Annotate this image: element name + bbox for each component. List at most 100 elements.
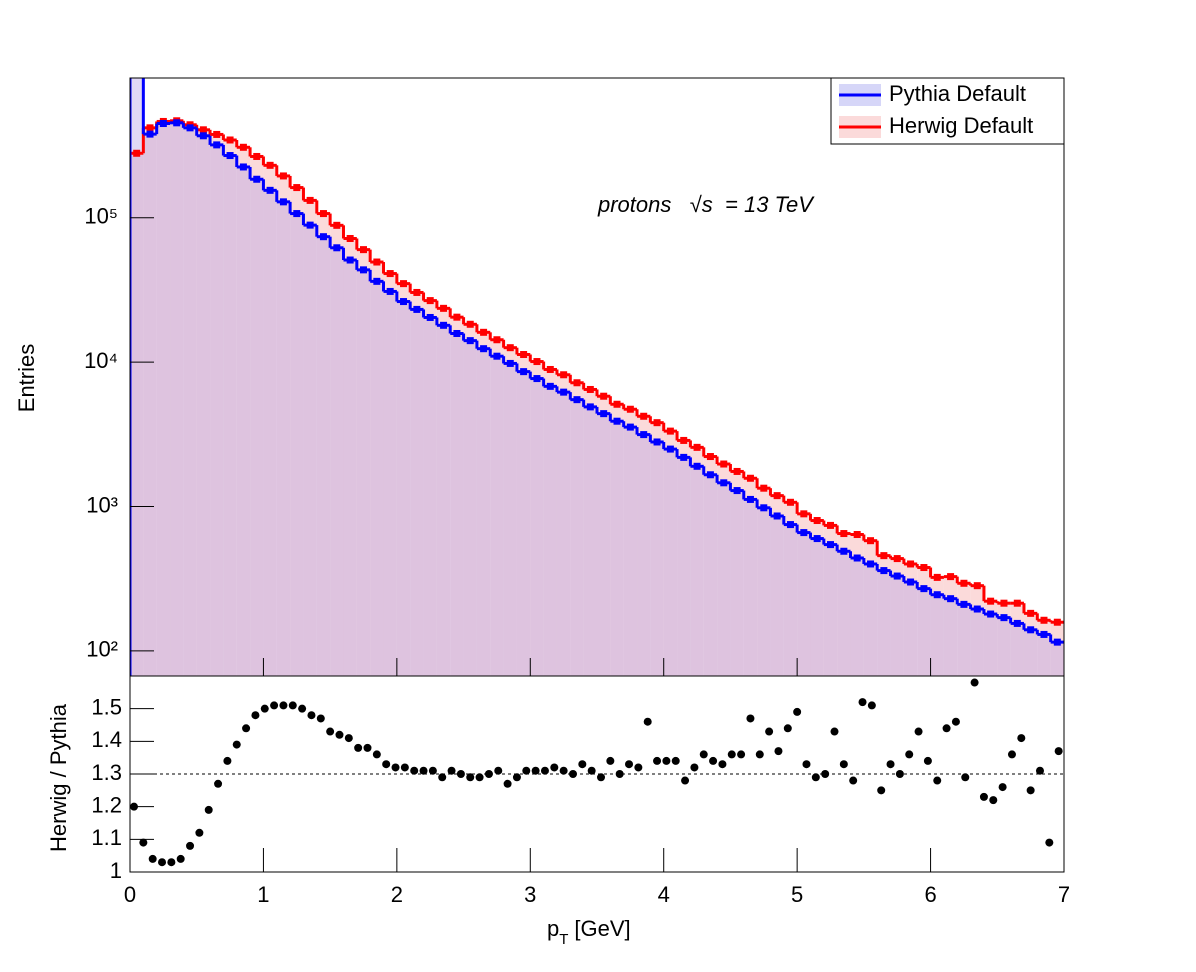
bar-fill [677, 457, 691, 676]
bar-fill [530, 361, 544, 676]
bar-marker [1027, 609, 1035, 617]
point [400, 763, 409, 772]
bar-marker [880, 567, 888, 575]
y-tick-label: 10² [86, 637, 118, 662]
point [718, 760, 727, 769]
bar-marker [1000, 599, 1008, 607]
bar-marker [546, 365, 554, 373]
point [130, 802, 139, 811]
bar-fill [436, 325, 451, 676]
point [176, 854, 185, 863]
bar-marker [493, 336, 501, 344]
point [653, 756, 662, 765]
bar-marker [1000, 614, 1008, 622]
bar-fill [183, 124, 197, 676]
bar-fill [690, 466, 704, 676]
bar-marker [213, 130, 221, 138]
bar-fill [383, 291, 397, 676]
bar-fill [717, 482, 731, 676]
bar-marker [960, 579, 968, 587]
bar-fill [823, 525, 838, 676]
x-tick-label: 5 [791, 882, 803, 907]
bar-fill [890, 558, 904, 676]
bar-marker [1040, 630, 1048, 638]
bar-marker [213, 141, 221, 149]
bar-fill [303, 200, 317, 676]
bar-marker [760, 484, 768, 492]
bar-fill [690, 447, 704, 676]
bar-marker [840, 547, 848, 555]
bar-fill [450, 317, 464, 676]
point [139, 838, 148, 847]
point [839, 760, 848, 769]
point [709, 756, 718, 765]
bar-fill [463, 340, 477, 676]
bar-fill [743, 478, 758, 676]
bar-fill [703, 456, 718, 676]
bar-marker [947, 573, 955, 581]
point [858, 698, 867, 707]
point [1045, 838, 1054, 847]
bar-fill [303, 225, 317, 676]
bar-fill [903, 582, 918, 676]
bar-fill [396, 301, 411, 676]
y-tick-label: 1.1 [91, 825, 122, 850]
point [1026, 786, 1035, 795]
y-tick-label: 1.5 [91, 694, 122, 719]
x-tick-label: 7 [1058, 882, 1070, 907]
point [503, 779, 512, 788]
point [372, 750, 381, 759]
bar-fill [383, 273, 397, 676]
point [204, 805, 213, 814]
bar-fill [210, 144, 224, 676]
bar-fill [556, 374, 571, 676]
point [288, 701, 297, 710]
bar-marker [786, 521, 794, 529]
x-tick-label: 0 [124, 882, 136, 907]
point [951, 717, 960, 726]
x-tick-label: 3 [524, 882, 536, 907]
bar-marker [333, 244, 341, 252]
bar-fill [583, 406, 597, 676]
bar-marker [293, 184, 301, 192]
bar-fill [170, 122, 184, 676]
point [391, 763, 400, 772]
x-axis-label-symbol: p [547, 916, 559, 941]
bar-marker [373, 277, 381, 285]
bar-fill [490, 339, 504, 676]
bar-marker [867, 537, 875, 545]
bar-fill [316, 213, 331, 676]
bar-marker [266, 161, 274, 169]
x-tick-label: 1 [257, 882, 269, 907]
bar-marker [626, 405, 634, 413]
bar-fill [570, 399, 584, 676]
bar-marker [426, 297, 434, 305]
bar-fill [263, 165, 277, 676]
bar-marker [613, 417, 621, 425]
point [344, 734, 353, 743]
point [942, 724, 951, 733]
point [830, 727, 839, 736]
bar-marker [199, 132, 207, 140]
bar-fill [1037, 634, 1051, 676]
bar-fill [837, 551, 851, 676]
y-tick-label: 10⁵ [84, 204, 118, 229]
point [298, 704, 307, 713]
bar-fill [810, 538, 824, 676]
bar-fill [797, 532, 811, 676]
bar-fill [917, 588, 931, 676]
bar-fill [903, 563, 918, 676]
point [419, 766, 428, 775]
bar-marker [693, 443, 701, 451]
bar-marker [867, 560, 875, 568]
bar-marker [440, 321, 448, 329]
bar-marker [853, 531, 861, 539]
bar-fill [290, 187, 304, 676]
bar-fill [957, 604, 971, 676]
bar-fill [983, 614, 998, 676]
bar-marker [626, 423, 634, 431]
bar-marker [586, 403, 594, 411]
bar-fill [356, 269, 371, 676]
bar-fill [837, 533, 851, 676]
